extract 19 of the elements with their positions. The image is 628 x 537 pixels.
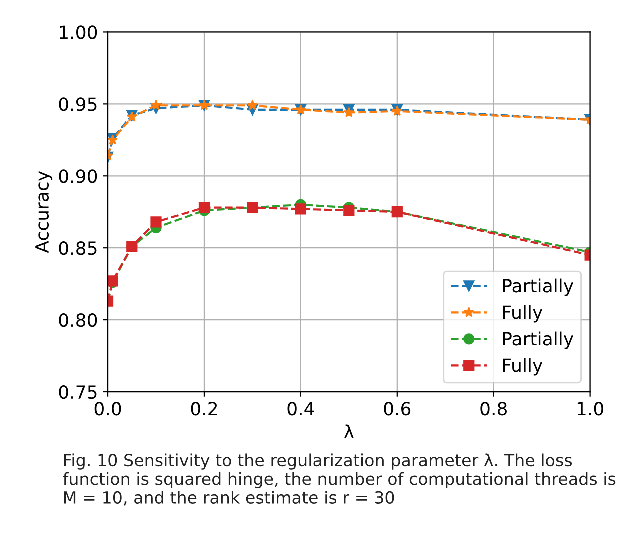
y-tick-label: 0.90 xyxy=(59,170,98,184)
y-tick-label: 0.80 xyxy=(59,314,98,328)
legend-label: Partially xyxy=(503,278,574,296)
legend-label: Fully xyxy=(503,305,543,323)
x-tick-label: 0.4 xyxy=(288,402,314,416)
x-tick-label: 0.8 xyxy=(480,402,507,416)
x-tick-label: 1.0 xyxy=(578,402,604,416)
x-tick-label: 0.2 xyxy=(191,402,218,416)
y-axis-title: Accuracy xyxy=(36,171,53,254)
legend-label: Partially xyxy=(503,332,574,350)
legend-label: Fully xyxy=(503,358,543,376)
x-tick-label: 0.0 xyxy=(94,402,122,416)
x-axis-title: λ xyxy=(344,424,354,438)
y-tick-label: 0.85 xyxy=(59,242,97,256)
y-tick-label: 0.95 xyxy=(59,98,97,112)
caption: Fig. 10 Sensitivity to the regularization parameter λ. The loss function is squared hinge, the number of computational threads is M = 10, and the rank estimate is r = 30 xyxy=(63,454,616,506)
y-tick-label: 0.75 xyxy=(59,385,97,400)
x-tick-label: 0.6 xyxy=(384,402,411,416)
y-tick-label: 1.00 xyxy=(60,26,98,40)
